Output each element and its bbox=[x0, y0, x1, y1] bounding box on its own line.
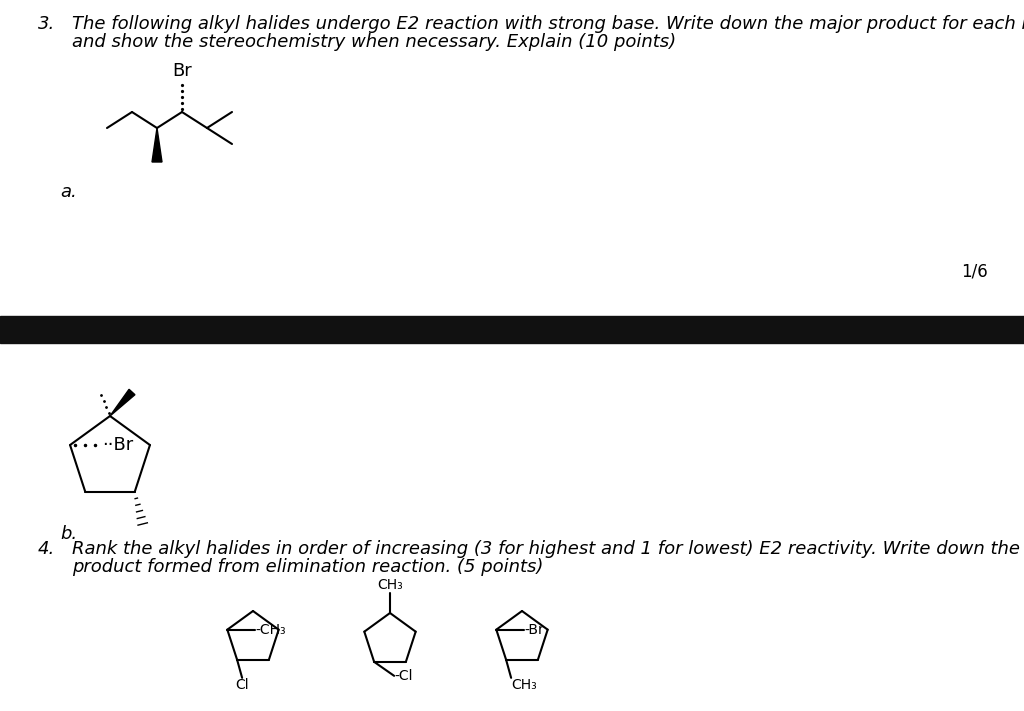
Text: CH₃: CH₃ bbox=[377, 578, 402, 592]
Text: a.: a. bbox=[60, 183, 77, 201]
Text: Cl: Cl bbox=[236, 678, 249, 692]
Bar bbox=[0, 316, 1024, 343]
Text: and show the stereochemistry when necessary. Explain (10 points): and show the stereochemistry when necess… bbox=[72, 33, 676, 51]
Text: ··Br: ··Br bbox=[102, 436, 133, 454]
Text: -Cl: -Cl bbox=[394, 669, 413, 683]
Text: b.: b. bbox=[60, 525, 77, 543]
Text: 4.: 4. bbox=[38, 540, 55, 558]
Polygon shape bbox=[110, 390, 135, 416]
Text: Rank the alkyl halides in order of increasing (3 for highest and 1 for lowest) E: Rank the alkyl halides in order of incre… bbox=[72, 540, 1024, 558]
Text: Br: Br bbox=[172, 62, 191, 80]
Text: 1/6: 1/6 bbox=[962, 262, 988, 280]
Polygon shape bbox=[152, 128, 162, 162]
Text: 3.: 3. bbox=[38, 15, 55, 33]
Text: CH₃: CH₃ bbox=[511, 678, 537, 692]
Text: product formed from elimination reaction. (5 points): product formed from elimination reaction… bbox=[72, 558, 544, 576]
Text: -Br: -Br bbox=[524, 623, 544, 636]
Text: The following alkyl halides undergo E2 reaction with strong base. Write down the: The following alkyl halides undergo E2 r… bbox=[72, 15, 1024, 33]
Text: -CH₃: -CH₃ bbox=[255, 623, 286, 636]
